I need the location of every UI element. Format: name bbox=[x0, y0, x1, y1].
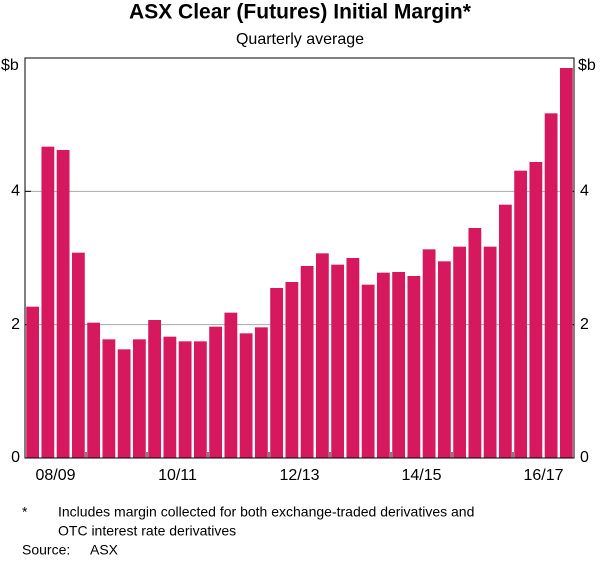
x-tick-label: 10/11 bbox=[158, 467, 197, 484]
bar bbox=[56, 150, 70, 458]
y-tick-label-right: 2 bbox=[580, 316, 589, 333]
bar bbox=[300, 266, 314, 458]
bar bbox=[178, 341, 192, 458]
bar bbox=[270, 288, 284, 458]
chart-subtitle: Quarterly average bbox=[236, 31, 364, 48]
bar bbox=[209, 326, 223, 458]
bar bbox=[102, 339, 116, 458]
bar bbox=[315, 253, 329, 458]
bar bbox=[544, 113, 558, 458]
x-tick-label: 12/13 bbox=[279, 467, 319, 484]
footnote-marker: * bbox=[22, 504, 28, 520]
bar bbox=[285, 282, 299, 458]
bar bbox=[132, 339, 146, 458]
bar bbox=[224, 312, 238, 458]
bar bbox=[331, 264, 345, 458]
bar bbox=[514, 170, 528, 458]
y-tick-label-right: 0 bbox=[580, 449, 589, 466]
bar bbox=[361, 284, 375, 458]
bar bbox=[422, 249, 436, 458]
bar bbox=[41, 146, 55, 458]
bar bbox=[148, 320, 162, 458]
footnote-line: OTC interest rate derivatives bbox=[58, 523, 236, 539]
source-text: ASX bbox=[90, 542, 119, 558]
bar bbox=[346, 258, 360, 458]
x-tick-label: 14/15 bbox=[401, 467, 441, 484]
bar bbox=[117, 349, 131, 458]
x-tick-label: 08/09 bbox=[35, 467, 75, 484]
chart-title: ASX Clear (Futures) Initial Margin* bbox=[129, 1, 472, 24]
y-tick-label: 4 bbox=[11, 183, 20, 200]
bar bbox=[392, 272, 406, 458]
bar bbox=[239, 333, 253, 458]
bar bbox=[453, 246, 467, 458]
footnote-line: Includes margin collected for both excha… bbox=[58, 504, 474, 520]
bar bbox=[529, 162, 543, 458]
bar bbox=[71, 252, 85, 458]
bar bbox=[254, 327, 268, 458]
y-tick-label: 0 bbox=[11, 449, 20, 466]
x-tick-label: 16/17 bbox=[523, 467, 563, 484]
bar bbox=[483, 246, 497, 458]
bar bbox=[407, 276, 421, 458]
bar bbox=[193, 341, 207, 458]
y-unit-right: $b bbox=[578, 57, 596, 74]
plot-frame bbox=[24, 57, 575, 459]
y-unit-left: $b bbox=[1, 57, 19, 74]
bar bbox=[87, 322, 101, 458]
bar bbox=[26, 306, 40, 458]
bar bbox=[437, 261, 451, 458]
bar bbox=[468, 228, 482, 458]
y-tick-label: 2 bbox=[11, 316, 20, 333]
source-label: Source: bbox=[22, 542, 70, 558]
bar bbox=[163, 336, 177, 458]
bar bbox=[498, 204, 512, 458]
y-tick-label-right: 4 bbox=[580, 183, 589, 200]
bar bbox=[376, 272, 390, 458]
bar bbox=[559, 68, 573, 458]
